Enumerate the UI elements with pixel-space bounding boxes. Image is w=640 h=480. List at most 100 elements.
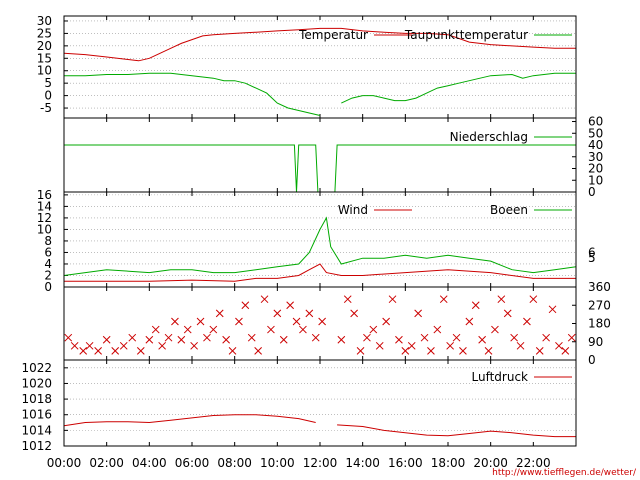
marker-stroke [343, 295, 352, 304]
marker-stroke [407, 341, 416, 350]
marker-stroke [64, 333, 73, 342]
marker-stroke [491, 325, 499, 334]
scatter-point [350, 309, 358, 318]
scatter-point [452, 333, 461, 342]
x-tick-label: 08:00 [217, 456, 252, 470]
x-tick-label: 16:00 [388, 456, 423, 470]
scatter-point [254, 347, 262, 355]
scatter-point [516, 341, 525, 350]
y-tick-label: 10 [37, 64, 52, 78]
scatter-point [151, 325, 160, 334]
marker-stroke [510, 333, 518, 342]
marker-stroke [350, 309, 358, 318]
scatter-point [523, 317, 531, 326]
scatter-point [228, 347, 237, 355]
marker-stroke [305, 309, 314, 318]
scatter-point [241, 301, 250, 310]
y-tick-label: 1014 [21, 423, 52, 437]
scatter-point [305, 309, 314, 318]
scatter-point [119, 341, 128, 350]
marker-stroke [79, 347, 88, 355]
marker-stroke [164, 333, 173, 342]
x-tick-label: 10:00 [260, 456, 295, 470]
scatter-point [497, 295, 506, 304]
series-line-wind [64, 263, 576, 282]
marker-stroke [190, 341, 198, 350]
scatter-point [503, 309, 512, 318]
marker-stroke [102, 335, 111, 344]
y-tick-label: 270 [588, 298, 611, 312]
marker-stroke [94, 347, 102, 355]
marker-stroke [561, 347, 570, 355]
marker-stroke [128, 333, 137, 342]
marker-stroke [388, 295, 397, 304]
marker-stroke [465, 317, 474, 326]
marker-stroke [158, 341, 166, 350]
marker-stroke [267, 325, 275, 334]
scatter-point [70, 341, 79, 350]
y-tick-label: 6 [44, 245, 52, 259]
marker-stroke [235, 317, 243, 326]
scatter-point [158, 341, 166, 350]
marker-stroke [548, 305, 557, 314]
scatter-point [369, 325, 378, 334]
marker-stroke [286, 301, 294, 310]
marker-stroke [369, 325, 378, 334]
scatter-point [196, 317, 205, 326]
scatter-point [388, 295, 397, 304]
marker-stroke [299, 325, 307, 334]
x-tick-label: 14:00 [345, 456, 380, 470]
scatter-point [79, 347, 88, 355]
marker-stroke [311, 333, 320, 342]
marker-stroke [478, 335, 486, 344]
y-tick-label: -5 [40, 101, 52, 115]
scatter-point [164, 333, 173, 342]
scatter-point [337, 335, 346, 344]
y-tick-label: 16 [37, 188, 52, 202]
series-line-taupunkttemperatur [64, 72, 576, 116]
scatter-point [177, 335, 186, 344]
marker-stroke [70, 341, 79, 350]
wind-direction-panel: 360 270 180 90 0 [63, 280, 611, 367]
marker-stroke [279, 335, 288, 344]
scatter-point [433, 325, 442, 334]
marker-stroke [433, 325, 442, 334]
marker-stroke [151, 325, 160, 334]
scatter-point [535, 347, 544, 355]
y-tick-label: 0 [44, 280, 52, 294]
scatter-point [222, 335, 230, 344]
marker-stroke [535, 347, 544, 355]
scatter-point [446, 341, 454, 350]
scatter-point [203, 333, 211, 342]
x-tick-label: 18:00 [431, 456, 466, 470]
scatter-point [343, 295, 352, 304]
y-tick-label: 30 [588, 150, 603, 164]
marker-stroke [183, 325, 192, 334]
marker-stroke [260, 295, 269, 304]
scatter-point [414, 309, 422, 318]
scatter-point [111, 347, 120, 355]
scatter-point [267, 325, 275, 334]
marker-stroke [196, 317, 205, 326]
x-axis-labels: 00:00 02:00 04:00 06:00 08:00 10:00 12:00 14:00… [47, 456, 551, 470]
scatter-point [286, 301, 294, 310]
marker-stroke [555, 341, 563, 350]
y-tick-label: 1020 [21, 376, 52, 390]
scatter-point [363, 333, 371, 342]
y-tick-label: 10 [37, 222, 52, 236]
scatter-point [102, 335, 111, 344]
scatter-point [382, 317, 390, 326]
y-tick-label: 1016 [21, 408, 52, 422]
legend-label: Wind [338, 203, 368, 217]
y-tick-label: 2 [44, 268, 52, 282]
marker-stroke [529, 295, 538, 304]
legend-label: Luftdruck [471, 370, 528, 384]
legend-label: Boeen [490, 203, 528, 217]
marker-stroke [567, 333, 576, 342]
x-tick-label: 02:00 [89, 456, 124, 470]
marker-stroke [337, 335, 346, 344]
series-line-niederschlag [64, 144, 576, 193]
